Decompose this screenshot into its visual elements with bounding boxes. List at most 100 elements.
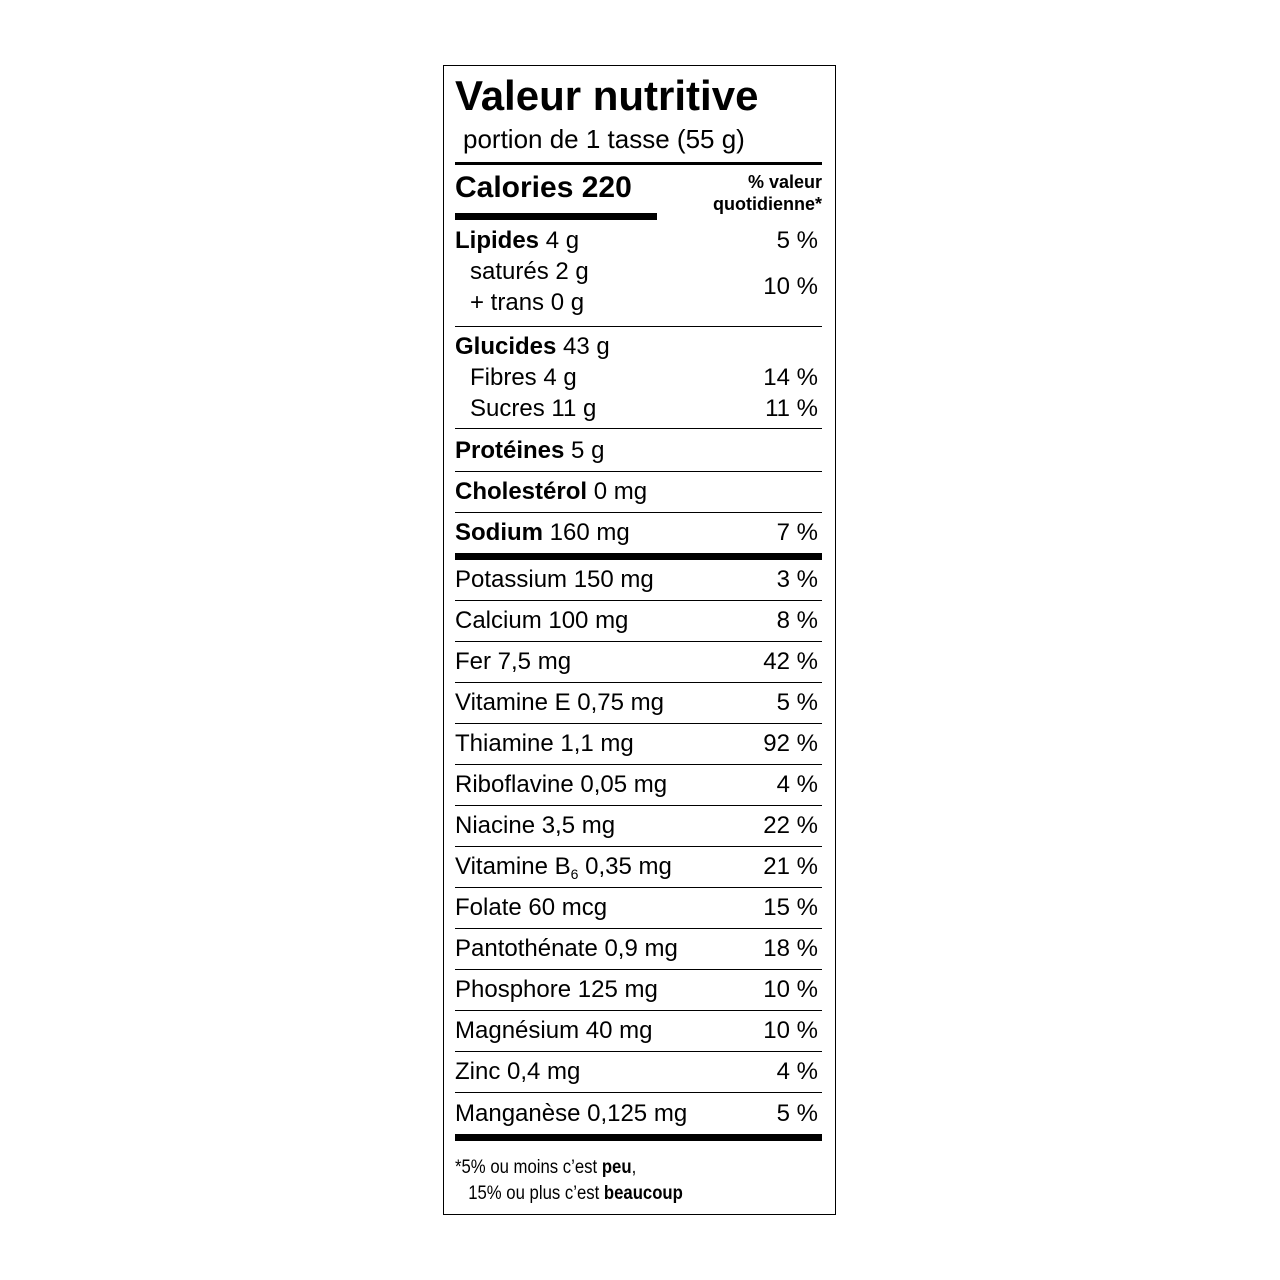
sugars-row: Sucres 11 g 11 % bbox=[455, 393, 822, 424]
nutrient-dv: 42 % bbox=[763, 648, 818, 675]
micronutrient-row: Calcium 100 mg 8 % bbox=[455, 601, 822, 642]
nutrient-label: Cholestérol 0 mg bbox=[455, 478, 647, 506]
nutrient-name: Pantothénate 0,9 mg bbox=[455, 935, 678, 962]
micronutrient-row: Vitamine E 0,75 mg 5 % bbox=[455, 683, 822, 724]
micronutrient-row: Fer 7,5 mg 42 % bbox=[455, 642, 822, 683]
micronutrient-row: Potassium 150 mg 3 % bbox=[455, 560, 822, 601]
cholesterol-row: Cholestérol 0 mg bbox=[455, 472, 822, 513]
nutrient-name: Potassium 150 mg bbox=[455, 566, 654, 593]
nutrient-amount: 5 g bbox=[571, 437, 605, 464]
nutrient-label: Sodium 160 mg bbox=[455, 519, 630, 547]
micronutrient-row: Pantothénate 0,9 mg 18 % bbox=[455, 929, 822, 970]
daily-value-header: % valeur quotidienne* bbox=[713, 171, 822, 215]
sodium-row: Sodium 160 mg 7 % bbox=[455, 513, 822, 553]
nutrient-label: Phosphore 125 mg bbox=[455, 976, 658, 1004]
nutrient-label: Fer 7,5 mg bbox=[455, 648, 571, 676]
nutrient-label: Protéines 5 g bbox=[455, 437, 604, 465]
nutrient-name: Manganèse 0,125 mg bbox=[455, 1099, 688, 1127]
nutrient-name: Vitamine E 0,75 mg bbox=[455, 689, 665, 716]
nutrient-name: Sucres bbox=[470, 394, 545, 422]
footnote-line2: 15% ou plus c’est beaucoup bbox=[455, 1181, 683, 1207]
footnote: *5% ou moins c’est peu, 15% ou plus c’es… bbox=[455, 1155, 683, 1207]
nutrient-amount: 11 g bbox=[551, 394, 597, 422]
micronutrient-row: Magnésium 40 mg 10 % bbox=[455, 1011, 822, 1052]
nutrient-label: Calcium 100 mg bbox=[455, 607, 628, 635]
nutrient-dv: 7 % bbox=[776, 519, 818, 546]
nutrient-name: Phosphore 125 mg bbox=[455, 976, 658, 1003]
serving-size: portion de 1 tasse (55 g) bbox=[463, 124, 745, 154]
nutrient-amount: 43 g bbox=[563, 332, 610, 360]
protein-row: Protéines 5 g bbox=[455, 431, 822, 472]
nutrient-dv: 21 % bbox=[763, 853, 818, 880]
nutrient-label: Niacine 3,5 mg bbox=[455, 812, 615, 840]
fat-row: Lipides 4 g bbox=[455, 227, 763, 255]
trans-fat: + trans 0 g bbox=[470, 288, 585, 316]
nutrient-name: Protéines bbox=[455, 437, 565, 464]
nutrient-name: Glucides bbox=[455, 332, 557, 360]
nutrient-dv: 10 % bbox=[763, 1017, 818, 1044]
footnote-line1: *5% ou moins c’est peu, bbox=[455, 1155, 683, 1181]
calories-label: Calories bbox=[455, 171, 574, 204]
nutrient-label: Zinc 0,4 mg bbox=[455, 1058, 580, 1086]
nutrient-label: Magnésium 40 mg bbox=[455, 1017, 652, 1045]
nutrient-dv: 5 % bbox=[776, 1099, 818, 1127]
label-title: Valeur nutritive bbox=[455, 72, 759, 119]
footnote-text: *5% ou moins c’est bbox=[455, 1157, 602, 1178]
nutrient-name: Calcium 100 mg bbox=[455, 607, 629, 634]
footnote-emphasis: peu bbox=[601, 1157, 632, 1178]
micronutrient-row: Vitamine B6 0,35 mg 21 % bbox=[455, 847, 822, 888]
nutrient-dv: 8 % bbox=[776, 607, 818, 634]
micronutrient-row: Zinc 0,4 mg 4 % bbox=[455, 1052, 822, 1093]
nutrient-dv: 4 % bbox=[776, 1058, 818, 1085]
nutrient-name: Thiamine 1,1 mg bbox=[455, 730, 634, 757]
nutrient-name: Magnésium 40 mg bbox=[455, 1017, 653, 1044]
nutrient-dv: 14 % bbox=[763, 363, 818, 391]
nutrient-name: Niacine 3,5 mg bbox=[455, 812, 616, 839]
nutrient-label: Glucides 43 g bbox=[455, 333, 610, 361]
dv-header-line1: % valeur bbox=[747, 172, 822, 192]
nutrient-label: Sucres 11 g bbox=[470, 395, 596, 423]
fibre-row: Fibres 4 g 14 % bbox=[455, 362, 822, 393]
nutrient-dv: 22 % bbox=[763, 812, 818, 839]
nutrient-dv: 4 % bbox=[776, 771, 818, 798]
nutrient-name: Riboflavine 0,05 mg bbox=[455, 771, 668, 798]
footnote-text: 15% ou plus c’est bbox=[468, 1183, 604, 1204]
footnote-emphasis: beaucoup bbox=[603, 1183, 683, 1204]
nutrient-name: Zinc 0,4 mg bbox=[455, 1058, 581, 1085]
nutrient-dv: 5 % bbox=[776, 689, 818, 716]
nutrient-label: Fibres 4 g bbox=[470, 364, 577, 392]
dv-header-line2: quotidienne* bbox=[713, 194, 822, 214]
micronutrient-row: Folate 60 mcg 15 % bbox=[455, 888, 822, 929]
nutrient-amount: 160 mg bbox=[549, 519, 630, 546]
saturated-fat: saturés 2 g bbox=[470, 257, 589, 285]
nutrient-name: Folate 60 mcg bbox=[455, 894, 608, 921]
nutrient-name: Fibres bbox=[470, 363, 537, 391]
nutrient-label: Potassium 150 mg bbox=[455, 566, 654, 594]
nutrient-amount: 4 g bbox=[543, 363, 577, 391]
micronutrient-row: Thiamine 1,1 mg 92 % bbox=[455, 724, 822, 765]
nutrient-dv: 11 % bbox=[765, 394, 818, 422]
nutrient-dv: 3 % bbox=[776, 566, 818, 593]
nutrient-name: Lipides bbox=[455, 226, 540, 254]
nutrition-label-border bbox=[443, 65, 836, 1215]
nutrient-dv: 10 % bbox=[763, 976, 818, 1003]
micronutrient-row: Manganèse 0,125 mg 5 % bbox=[455, 1093, 822, 1134]
nutrient-label: Vitamine E 0,75 mg bbox=[455, 689, 664, 717]
thick-divider bbox=[455, 1134, 822, 1141]
nutrient-name: Fer 7,5 mg bbox=[455, 648, 572, 675]
fat-section: Lipides 4 g 5 % saturés 2 g 10 % + trans… bbox=[455, 225, 822, 327]
thick-divider bbox=[455, 553, 822, 560]
nutrient-dv: 18 % bbox=[763, 935, 818, 962]
nutrient-amount: 0,35 mg bbox=[578, 853, 672, 880]
calories-value: 220 bbox=[581, 171, 632, 204]
nutrient-subscript: 6 bbox=[570, 866, 579, 882]
nutrient-name: Vitamine B bbox=[455, 853, 571, 880]
nutrient-dv: 15 % bbox=[763, 894, 818, 921]
micronutrient-row: Niacine 3,5 mg 22 % bbox=[455, 806, 822, 847]
sat-trans-dv: 10 % bbox=[763, 273, 818, 300]
nutrient-name: Cholestérol bbox=[455, 478, 588, 505]
footnote-text: , bbox=[631, 1157, 637, 1178]
carbs-section: Glucides 43 g Fibres 4 g 14 % Sucres 11 g… bbox=[455, 327, 822, 429]
nutrient-label: Riboflavine 0,05 mg bbox=[455, 771, 667, 799]
calories: Calories 220 bbox=[455, 170, 632, 206]
